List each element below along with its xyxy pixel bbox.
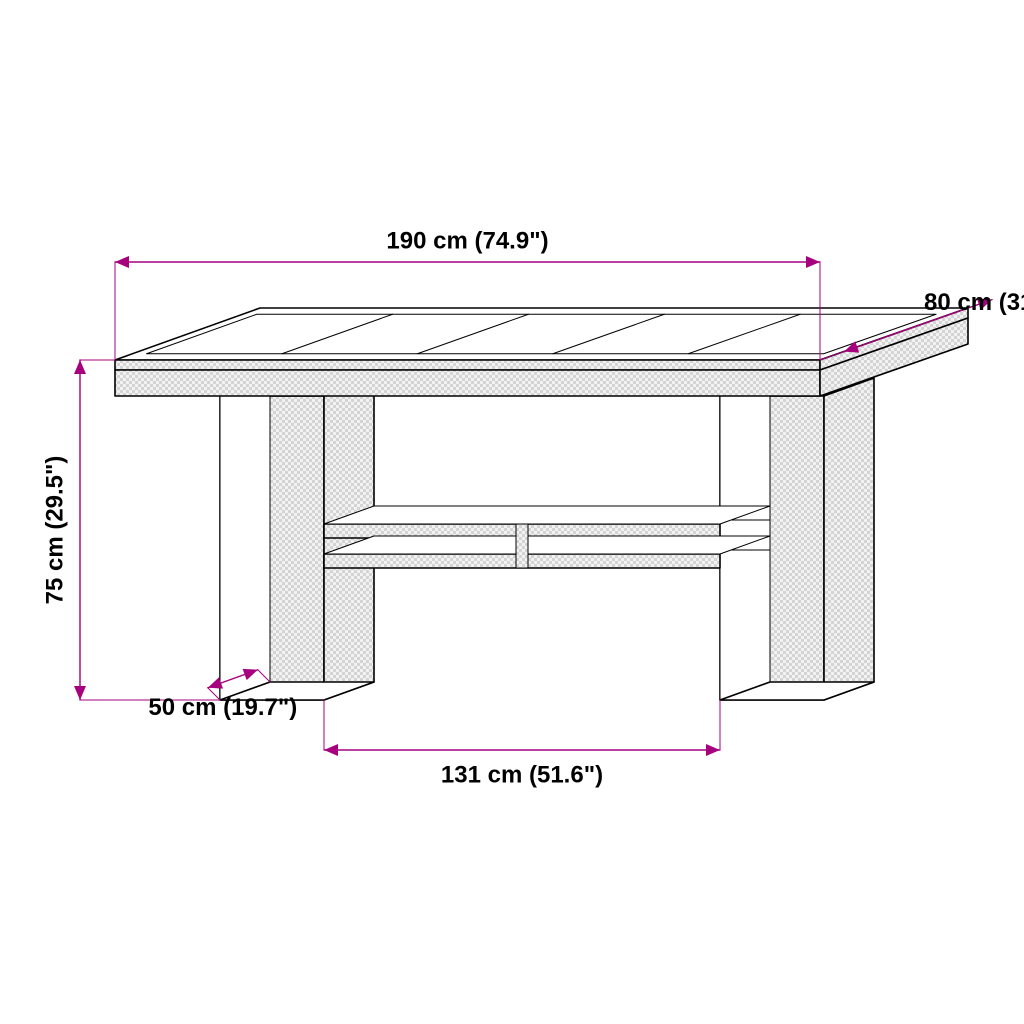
apron-front [115, 370, 820, 396]
tabletop [115, 308, 968, 396]
tabletop-front-edge [115, 360, 820, 370]
dim-legdepth-label: 50 cm (19.7") [148, 694, 297, 721]
center-brace [516, 524, 528, 568]
dimension-diagram: 190 cm (74.9") 80 cm (31.5") 75 cm (29.5")… [0, 0, 1024, 1024]
dim-height-label: 75 cm (29.5") [41, 456, 68, 605]
dim-width-label: 190 cm (74.9") [386, 227, 548, 254]
left-leg-side-outer [220, 378, 270, 700]
right-leg-side-inner [824, 378, 874, 700]
dim-inner-label: 131 cm (51.6") [441, 761, 603, 788]
dim-depth-label: 80 cm (31.5") [924, 289, 1024, 316]
rails [324, 506, 770, 568]
